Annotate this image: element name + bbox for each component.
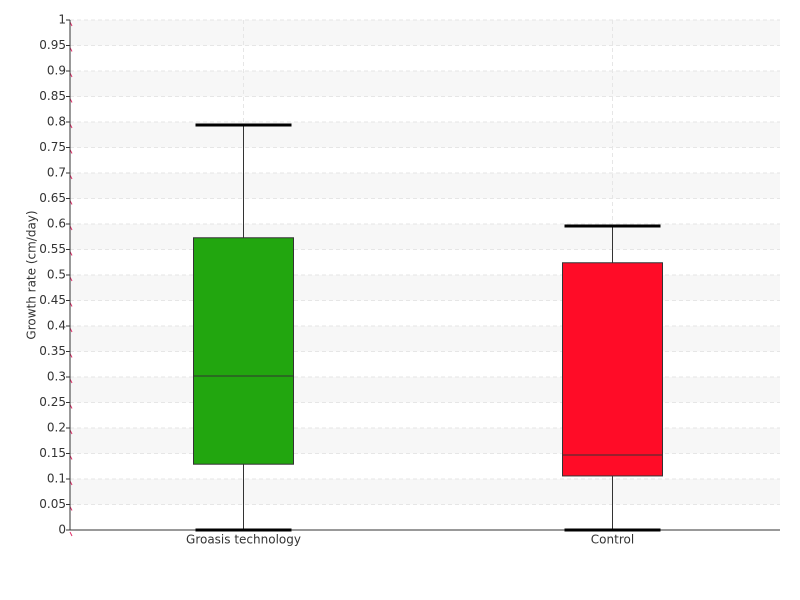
grid-band xyxy=(70,479,780,505)
grid-band xyxy=(70,20,780,46)
y-tick-label: 0.7 xyxy=(47,166,66,180)
y-tick-label: 0.55 xyxy=(39,242,66,256)
y-tick-label: 0.65 xyxy=(39,191,66,205)
y-tick-label: 0.45 xyxy=(39,293,66,307)
y-tick-label: 0.95 xyxy=(39,38,66,52)
y-tick-label: 0.6 xyxy=(47,217,66,231)
y-tick-label: 0.05 xyxy=(39,497,66,511)
y-tick-label: 0.4 xyxy=(47,319,66,333)
y-tick-label: 0.25 xyxy=(39,395,66,409)
y-minor-tick xyxy=(69,531,73,537)
grid-band xyxy=(70,173,780,199)
y-tick-label: 0 xyxy=(58,523,66,537)
y-tick-label: 0.35 xyxy=(39,344,66,358)
y-axis-label: Growth rate (cm/day) xyxy=(25,210,39,339)
grid-band xyxy=(70,428,780,454)
box xyxy=(193,237,294,465)
box xyxy=(562,262,663,477)
y-tick-label: 0.8 xyxy=(47,115,66,129)
y-tick-label: 0.1 xyxy=(47,472,66,486)
grid-band xyxy=(70,326,780,352)
y-tick-label: 0.3 xyxy=(47,370,66,384)
y-tick-label: 0.15 xyxy=(39,446,66,460)
grid-band xyxy=(70,377,780,403)
grid-band xyxy=(70,224,780,250)
grid-band xyxy=(70,71,780,97)
x-tick-label: Groasis technology xyxy=(186,533,301,547)
y-tick-label: 0.75 xyxy=(39,140,66,154)
y-tick-label: 0.85 xyxy=(39,89,66,103)
grid-band xyxy=(70,122,780,148)
y-tick-label: 0.2 xyxy=(47,421,66,435)
grid-band xyxy=(70,275,780,301)
y-tick-label: 0.5 xyxy=(47,268,66,282)
y-tick-label: 0.9 xyxy=(47,64,66,78)
x-tick-label: Control xyxy=(591,533,634,547)
y-tick-label: 1 xyxy=(58,13,66,27)
